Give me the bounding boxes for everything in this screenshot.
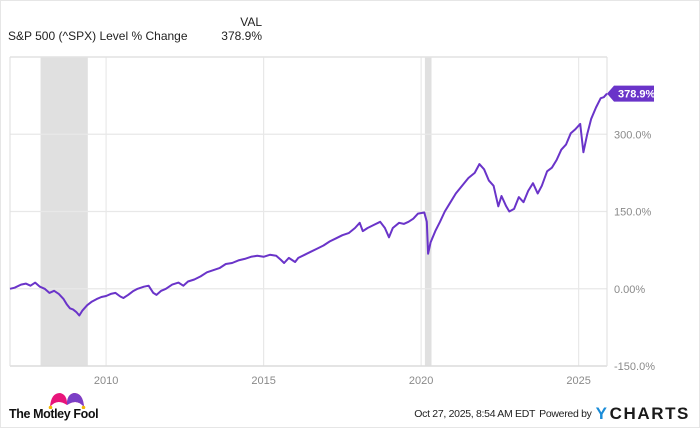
jester-hat-icon	[48, 393, 86, 409]
powered-by-text: Powered by	[539, 408, 592, 420]
y-tick-label: 300.0%	[614, 129, 652, 141]
timestamp: Oct 27, 2025, 8:54 AM EDT	[414, 408, 536, 420]
legend: VAL S&P 500 (^SPX) Level % Change 378.9%	[8, 13, 262, 43]
axes	[9, 56, 608, 367]
ycharts-logo[interactable]: Y CHARTS	[596, 404, 690, 424]
y-axis-labels: 300.0% 150.0% 0.00% -150.0%	[614, 129, 655, 373]
y-tick-label: 0.00%	[614, 284, 645, 296]
end-value-label: 378.9%	[607, 85, 656, 102]
spx-series-line	[9, 92, 608, 317]
legend-header-val: VAL	[240, 15, 262, 29]
x-tick-label: 2020	[409, 375, 433, 387]
x-tick-label: 2025	[566, 375, 590, 387]
grid-lines	[10, 57, 607, 366]
y-tick-label: -150.0%	[614, 361, 655, 373]
ycharts-wordmark: CHARTS	[609, 404, 690, 423]
legend-series-name[interactable]: S&P 500 (^SPX) Level % Change	[8, 29, 188, 43]
brand-text: The Motley Fool	[9, 407, 99, 421]
y-tick-label: 150.0%	[614, 207, 652, 219]
x-tick-label: 2010	[94, 375, 118, 387]
ycharts-y-icon: Y	[595, 404, 609, 423]
footer-attribution: Oct 27, 2025, 8:54 AM EDT Powered by Y C…	[414, 404, 690, 424]
x-tick-label: 2015	[251, 375, 275, 387]
end-label-text: 378.9%	[618, 89, 656, 101]
legend-series-value: 378.9%	[221, 29, 262, 43]
x-axis-labels: 2010 2015 2020 2025	[94, 375, 591, 387]
